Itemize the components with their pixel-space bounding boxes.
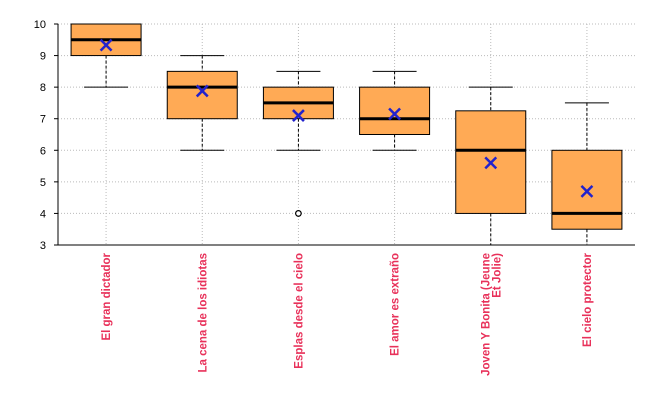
- category-label-line: El gran dictador: [101, 252, 113, 340]
- category-label-line: La cena de los idiotas: [197, 253, 209, 373]
- category-label-line: El amor es extraño: [390, 253, 402, 356]
- mean-marker: [484, 156, 498, 170]
- y-tick-label: 9: [40, 51, 46, 63]
- mean-marker: [388, 107, 401, 121]
- outlier-point: [295, 210, 302, 217]
- y-tick-label: 10: [34, 19, 46, 31]
- y-tick-label: 5: [40, 177, 46, 189]
- category-label: Esplas desde el cielo: [293, 253, 305, 369]
- category-label-line: El cielo protector: [582, 252, 594, 346]
- category-label-line: Esplas desde el cielo: [293, 253, 305, 369]
- category-label-line: Et Jolie): [491, 253, 503, 298]
- category-label: El gran dictador: [101, 252, 113, 340]
- mean-marker: [195, 84, 209, 98]
- mean-marker: [99, 38, 113, 52]
- box: [359, 86, 431, 136]
- y-tick-label: 4: [40, 208, 46, 220]
- y-tick-label: 7: [40, 114, 46, 126]
- category-label: El amor es extraño: [390, 253, 402, 356]
- mean-marker: [580, 184, 594, 198]
- category-label: La cena de los idiotas: [197, 253, 209, 373]
- y-tick-label: 8: [40, 82, 46, 94]
- category-label: Joven Y Bonita (JeuneEt Jolie): [480, 253, 503, 376]
- category-label-line: Joven Y Bonita (Jeune: [480, 253, 492, 376]
- y-tick-label: 3: [40, 240, 46, 252]
- mean-marker: [292, 109, 305, 122]
- category-label: El cielo protector: [582, 252, 594, 346]
- box: [166, 70, 238, 120]
- y-tick-label: 6: [40, 145, 46, 157]
